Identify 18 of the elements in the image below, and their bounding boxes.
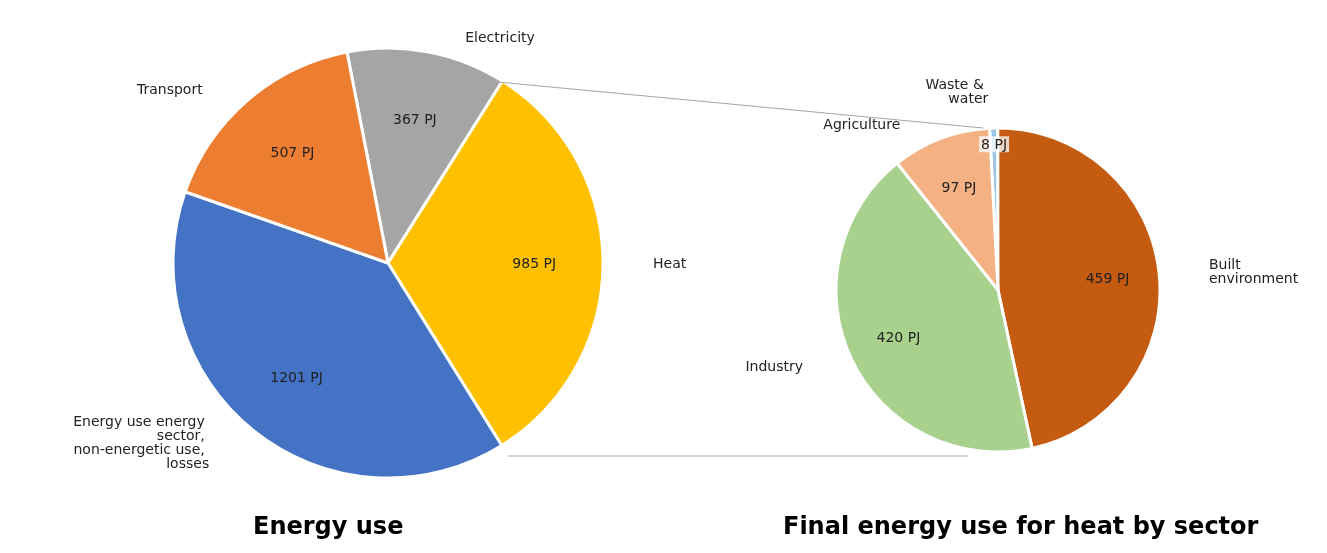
data-label: 1201 PJ <box>270 369 323 386</box>
data-label: 459 PJ <box>1085 270 1130 287</box>
text: Final energy use for heat by sector <box>783 512 1259 540</box>
data-label: 420 PJ <box>876 329 921 346</box>
slice-label: Heat <box>653 255 687 272</box>
text: Energy use <box>253 512 404 540</box>
data-label: 367 PJ <box>392 111 437 128</box>
slice-label: Transport <box>135 80 204 97</box>
data-label: 507 PJ <box>270 144 315 161</box>
slice-label: Waste & water <box>925 76 989 107</box>
slice-label: Built environment <box>1208 256 1299 287</box>
slice-label: Energy use energy sector, non-energetic use, losses <box>73 413 210 472</box>
data-label: 8 PJ <box>981 136 1008 153</box>
data-label: 97 PJ <box>941 178 977 195</box>
slice-label: Electricity <box>465 28 535 45</box>
data-label: 985 PJ <box>512 255 557 272</box>
slice-label: Agriculture <box>823 116 901 133</box>
slice-label: Industry <box>745 357 803 374</box>
